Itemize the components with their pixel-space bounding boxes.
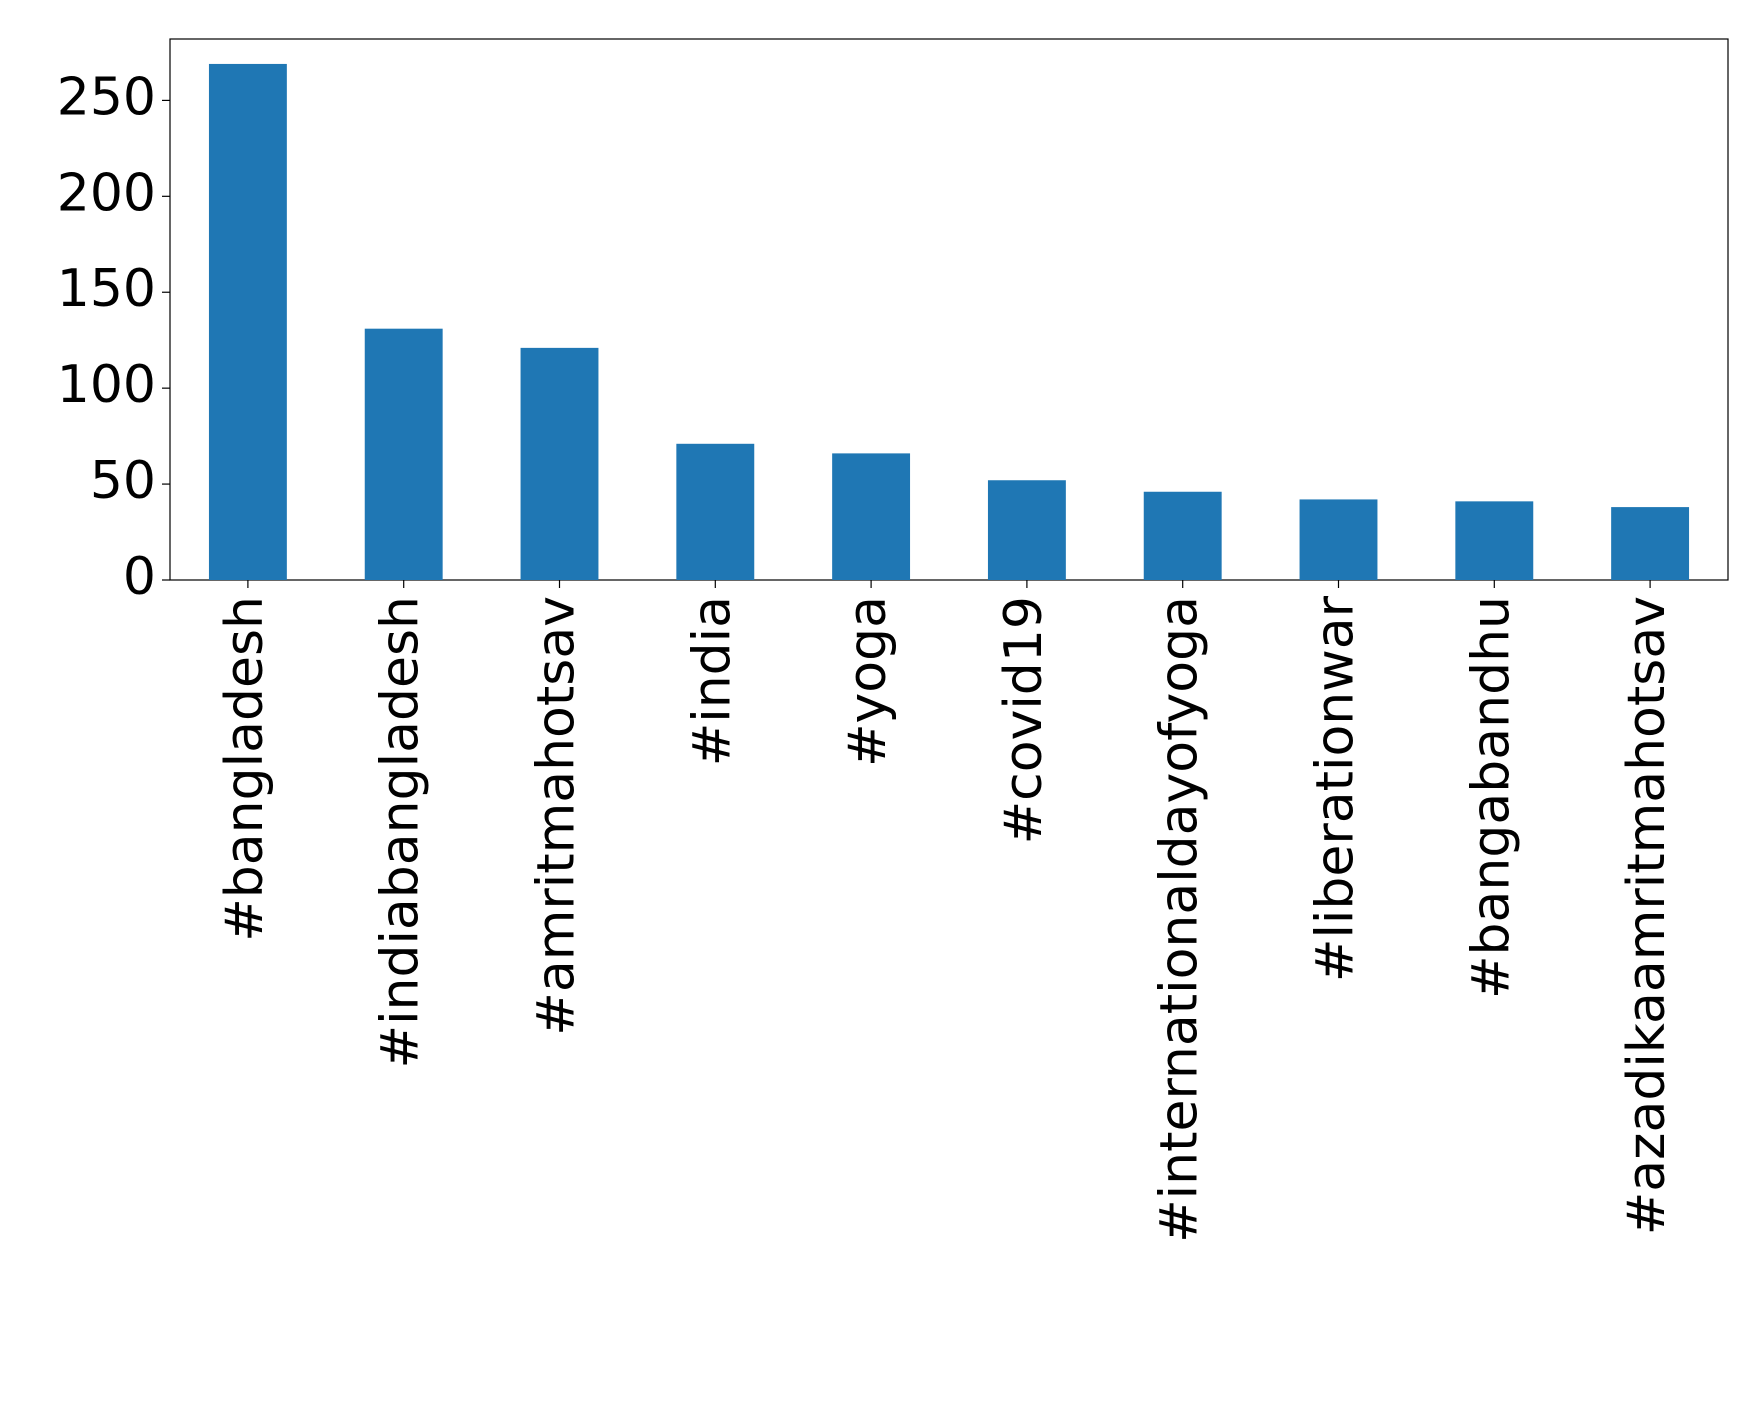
bar xyxy=(520,347,599,580)
y-tick-label: 200 xyxy=(57,163,156,223)
y-tick-label: 0 xyxy=(123,547,156,607)
bar xyxy=(1455,501,1534,580)
x-tick-label: #liberationwar xyxy=(1306,595,1366,982)
bar xyxy=(987,480,1066,580)
y-tick-label: 50 xyxy=(90,451,156,511)
y-tick-label: 250 xyxy=(57,67,156,127)
x-tick-label: #internationaldayofyoga xyxy=(1150,596,1210,1243)
bar xyxy=(1143,491,1222,580)
bar xyxy=(208,63,287,581)
bar xyxy=(364,328,443,580)
bar xyxy=(1611,507,1690,580)
x-tick-label: #india xyxy=(682,596,742,766)
bar xyxy=(1299,499,1378,580)
x-tick-label: #yoga xyxy=(838,596,898,767)
plot-frame xyxy=(169,38,1729,581)
x-tick-label: #bangabandhu xyxy=(1461,596,1521,999)
x-tick-label: #bangladesh xyxy=(215,596,275,942)
x-tick-label: #indiabangladesh xyxy=(371,596,431,1069)
x-tick-label: #covid19 xyxy=(994,596,1054,844)
x-tick-label: #azadikaamritmahotsav xyxy=(1617,596,1677,1235)
y-tick-label: 150 xyxy=(57,259,156,319)
bar xyxy=(676,443,755,580)
y-tick-label: 100 xyxy=(57,355,156,415)
bar xyxy=(832,453,911,580)
x-tick-label: #amritmahotsav xyxy=(527,596,587,1036)
